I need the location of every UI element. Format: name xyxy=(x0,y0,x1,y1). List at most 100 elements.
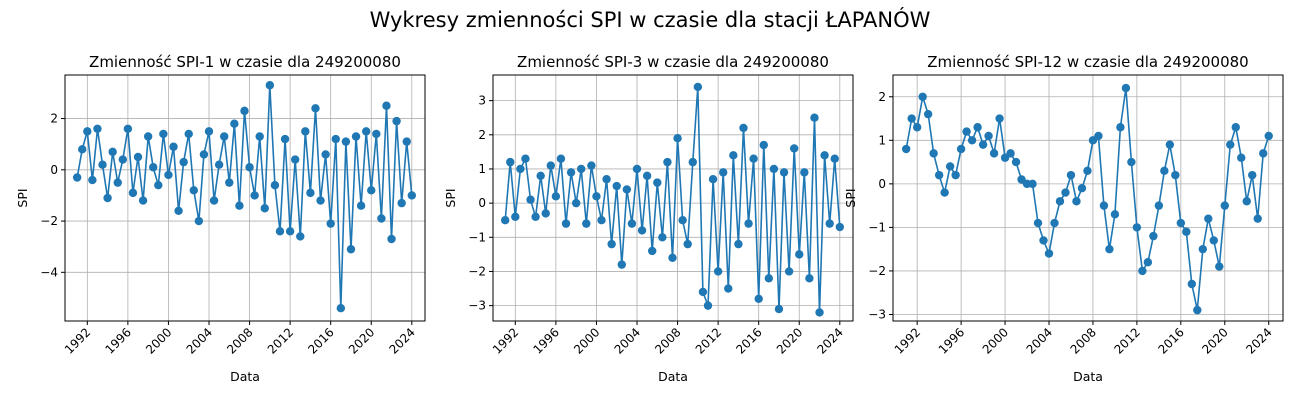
y-tick-label: −3 xyxy=(468,299,486,313)
data-point xyxy=(951,170,960,180)
x-axis-label: Data xyxy=(658,369,688,384)
data-point xyxy=(397,198,406,208)
data-point xyxy=(260,204,269,213)
data-point xyxy=(184,129,193,139)
data-point xyxy=(693,82,703,92)
data-point xyxy=(561,219,571,228)
y-tick-label: −2 xyxy=(868,264,886,278)
data-point xyxy=(214,160,224,169)
data-point xyxy=(220,132,229,141)
data-point xyxy=(280,134,290,144)
data-point xyxy=(331,134,340,144)
data-point xyxy=(108,147,117,157)
data-point xyxy=(934,170,944,180)
data-point xyxy=(1264,131,1273,141)
data-point xyxy=(918,92,927,101)
y-tick-label: −1 xyxy=(468,230,486,244)
figure-title: Wykresy zmienności SPI w czasie dla stac… xyxy=(369,8,931,32)
data-point xyxy=(1248,170,1257,180)
data-point xyxy=(296,232,305,241)
x-tick-label: 2012 xyxy=(265,325,296,356)
y-tick-label: 1 xyxy=(878,133,886,147)
data-point xyxy=(321,150,330,159)
data-point xyxy=(592,192,601,201)
data-point xyxy=(815,308,824,317)
data-point xyxy=(351,132,361,141)
data-point xyxy=(1121,83,1131,93)
data-point xyxy=(729,151,738,160)
data-point xyxy=(83,127,92,136)
data-point xyxy=(912,123,922,132)
data-point xyxy=(653,178,662,187)
data-point xyxy=(642,171,652,180)
x-tick-label: 1996 xyxy=(936,325,967,356)
data-point xyxy=(713,267,723,276)
data-point xyxy=(1187,279,1197,289)
data-point xyxy=(940,188,949,197)
y-tick-label: −2 xyxy=(40,214,58,228)
data-point xyxy=(128,188,138,198)
data-point xyxy=(356,201,366,210)
data-point xyxy=(154,180,163,190)
data-point xyxy=(164,170,173,180)
data-point xyxy=(967,136,977,145)
data-point xyxy=(551,192,561,201)
y-tick-label: 0 xyxy=(478,196,486,210)
y-axis-label: SPI xyxy=(15,188,30,207)
data-point xyxy=(536,171,545,180)
x-tick-label: 1992 xyxy=(62,325,93,356)
data-point xyxy=(764,274,774,283)
y-tick-label: −2 xyxy=(468,264,486,278)
data-point xyxy=(1094,131,1103,141)
data-point xyxy=(929,149,938,158)
data-point xyxy=(275,227,285,236)
data-point xyxy=(98,160,107,169)
data-point xyxy=(225,178,234,187)
data-point xyxy=(658,233,667,242)
data-point xyxy=(724,284,733,293)
data-point xyxy=(1253,214,1262,223)
data-point xyxy=(367,186,376,195)
y-tick-label: 0 xyxy=(878,177,886,191)
data-point xyxy=(1237,153,1246,162)
data-point xyxy=(1055,197,1065,206)
data-point xyxy=(1033,218,1043,228)
data-point xyxy=(744,219,753,228)
data-point xyxy=(541,209,550,218)
x-tick-label: 2012 xyxy=(1112,325,1143,356)
data-point xyxy=(255,132,264,141)
data-point xyxy=(1066,170,1076,180)
data-point xyxy=(113,178,122,187)
data-point xyxy=(199,150,209,159)
data-point xyxy=(984,131,993,141)
data-point xyxy=(923,109,933,119)
data-point xyxy=(835,222,845,232)
data-point xyxy=(290,155,300,164)
data-point xyxy=(945,162,955,171)
data-point xyxy=(88,175,97,185)
data-point xyxy=(1176,218,1186,228)
data-point xyxy=(1083,166,1092,175)
data-point xyxy=(597,216,606,225)
data-point xyxy=(678,216,687,225)
chart-title: Zmienność SPI-1 w czasie dla 249200080 xyxy=(89,53,401,71)
data-point xyxy=(810,113,819,122)
data-point xyxy=(245,163,254,172)
data-point xyxy=(830,154,839,163)
data-point xyxy=(602,175,611,184)
data-point xyxy=(901,144,911,154)
data-point xyxy=(1193,305,1202,315)
data-point xyxy=(688,157,697,167)
data-point xyxy=(703,301,713,310)
data-point xyxy=(179,157,188,167)
x-tick-label: 2020 xyxy=(774,325,805,356)
data-point xyxy=(632,164,642,174)
data-point xyxy=(1160,166,1169,175)
data-point xyxy=(1050,218,1059,228)
x-tick-label: 2008 xyxy=(652,325,683,356)
data-point xyxy=(1182,227,1191,236)
data-point xyxy=(759,140,768,150)
data-point xyxy=(1132,223,1142,232)
y-tick-label: −1 xyxy=(868,220,886,234)
